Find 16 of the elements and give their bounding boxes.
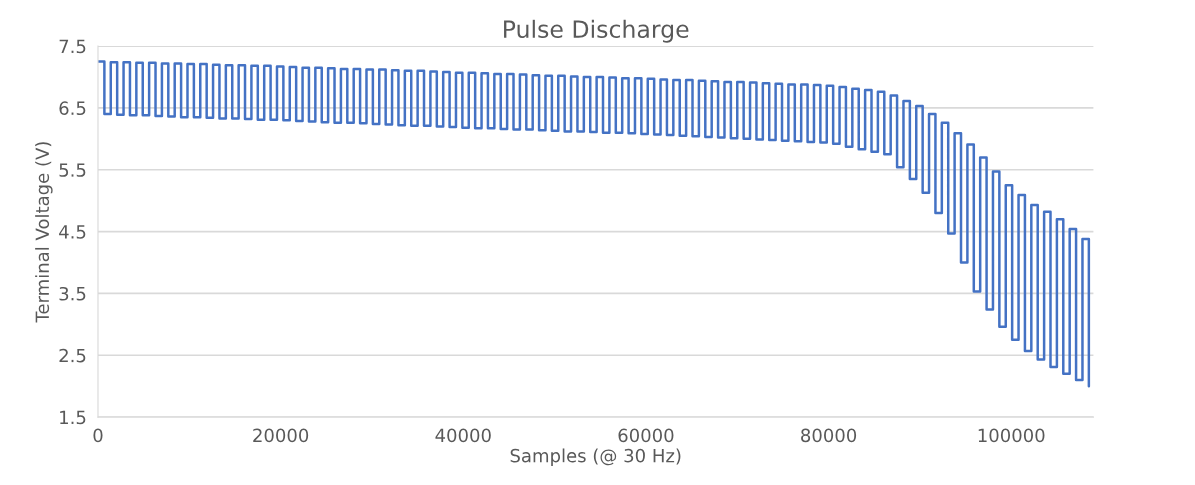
y-tick-label: 6.5	[59, 101, 86, 116]
y-tick-label: 3.5	[59, 286, 86, 301]
chart-title: Pulse Discharge	[504, 19, 689, 43]
y-tick-label: 2.5	[59, 348, 86, 363]
x-axis-title: Samples (@ 30 Hz)	[510, 448, 681, 466]
y-tick-label: 5.5	[59, 163, 86, 177]
x-tick-label: 40000	[435, 428, 491, 443]
x-tick-label: 100000	[978, 428, 1045, 443]
y-tick-label: 4.5	[59, 225, 86, 239]
x-tick-label: 20000	[253, 428, 309, 443]
y-tick-label: 1.5	[60, 410, 86, 425]
x-tick-label: 60000	[618, 428, 674, 443]
y-tick-label: 7.5	[59, 39, 86, 54]
x-tick-label: 80000	[801, 428, 857, 443]
x-tick-label: 0	[93, 428, 103, 443]
y-axis-title: Terminal Voltage (V)	[35, 142, 53, 323]
